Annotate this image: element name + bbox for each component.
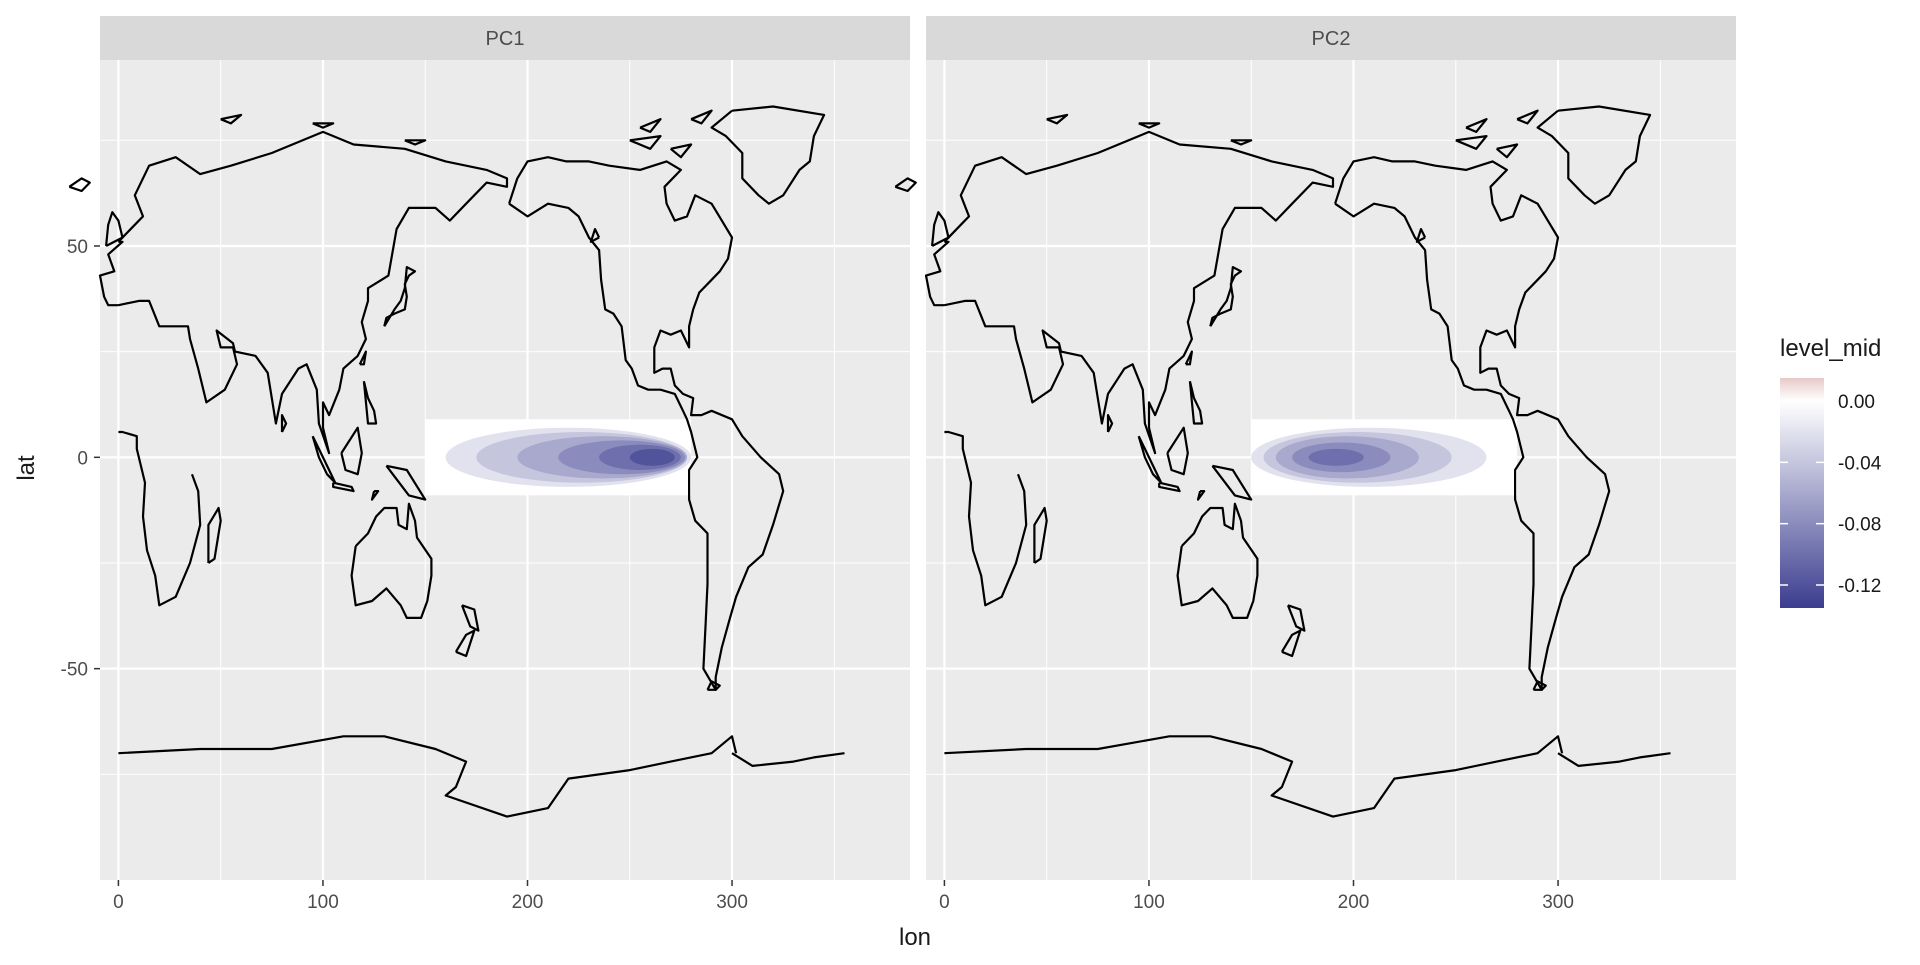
legend-label: -0.12 (1838, 576, 1881, 597)
coastline (1158, 481, 1181, 493)
y-tick-label: 50 (67, 237, 88, 258)
coastline (1465, 118, 1488, 133)
y-tick-label: -50 (61, 660, 88, 681)
y-axis-title: lat (13, 455, 40, 481)
coastline (98, 240, 124, 307)
coastline (117, 130, 509, 455)
coastline (362, 380, 378, 425)
coastline (454, 629, 476, 658)
coastline (385, 464, 427, 501)
coastline (1176, 502, 1259, 619)
coastline (1415, 228, 1427, 243)
coastline (1280, 629, 1302, 658)
facet-strip (100, 16, 910, 60)
coastline (639, 118, 662, 133)
coastline (1046, 113, 1069, 125)
coastline (1166, 426, 1189, 476)
coastline (1184, 350, 1193, 366)
coastline (1196, 490, 1206, 501)
x-tick-label: 200 (512, 892, 544, 913)
legend-title: level_mid (1780, 335, 1881, 362)
coastline (118, 430, 202, 607)
x-tick-label: 300 (716, 892, 748, 913)
coastline (1532, 680, 1547, 691)
facet-panel-pc1: PC1 (68, 16, 910, 880)
coastline (1188, 380, 1204, 425)
x-tick-label: 100 (307, 892, 339, 913)
x-tick-label: 200 (1338, 892, 1370, 913)
coastline (1106, 414, 1114, 433)
coastline (1138, 122, 1161, 129)
x-tick-label: 100 (1133, 892, 1165, 913)
coastline (944, 735, 1671, 818)
coastline (1033, 506, 1048, 564)
coastline (207, 506, 222, 564)
x-tick-label: 0 (113, 892, 124, 913)
coastline (629, 135, 662, 150)
facet-panel-pc2: PC2 (894, 16, 1736, 880)
x-axis-title: lon (899, 924, 931, 951)
coastline (1286, 604, 1306, 632)
coastline (118, 735, 845, 818)
coastline (280, 414, 288, 433)
coastline (943, 130, 1335, 455)
facet-strip-label: PC2 (1312, 28, 1351, 50)
coastline (460, 604, 480, 632)
x-tick-label: 0 (939, 892, 950, 913)
facet-strip (926, 16, 1736, 60)
coastline (690, 109, 713, 125)
coastline (220, 113, 243, 125)
coastline (350, 502, 433, 619)
facet-strip-label: PC1 (486, 28, 525, 50)
coastline (312, 122, 335, 129)
coastline (1496, 143, 1519, 159)
coastline (332, 481, 355, 493)
coastline (589, 228, 601, 243)
coastline (894, 177, 917, 193)
coastline (706, 680, 721, 691)
coastlines (894, 105, 1671, 818)
contour-band (1308, 448, 1364, 466)
coastline (924, 240, 950, 307)
coastline (340, 426, 363, 476)
coastline (1334, 156, 1611, 691)
coastlines (68, 105, 845, 818)
coastline (1211, 464, 1253, 501)
coastline (105, 211, 124, 247)
coastline (68, 177, 91, 193)
legend-colorbar (1780, 378, 1824, 608)
coastline (1209, 266, 1243, 327)
coastline (508, 156, 785, 691)
coastline (1230, 139, 1253, 146)
coastline (670, 143, 693, 159)
contour-band (629, 448, 675, 466)
legend: level_mid 0.00 -0.04 -0.08 -0.12 (1780, 335, 1882, 608)
coastline (358, 350, 367, 366)
legend-label: 0.00 (1838, 392, 1875, 413)
y-tick-label: 0 (77, 448, 88, 469)
coastline (1516, 109, 1539, 125)
coastline (931, 211, 950, 247)
coastline (370, 490, 380, 501)
coastline (944, 430, 1028, 607)
x-tick-label: 300 (1542, 892, 1574, 913)
coastline (710, 105, 826, 205)
legend-label: -0.08 (1838, 515, 1881, 536)
coastline (1455, 135, 1488, 150)
coastline (404, 139, 427, 146)
legend-label: -0.04 (1838, 453, 1882, 474)
coastline (1536, 105, 1652, 205)
coastline (383, 266, 417, 327)
